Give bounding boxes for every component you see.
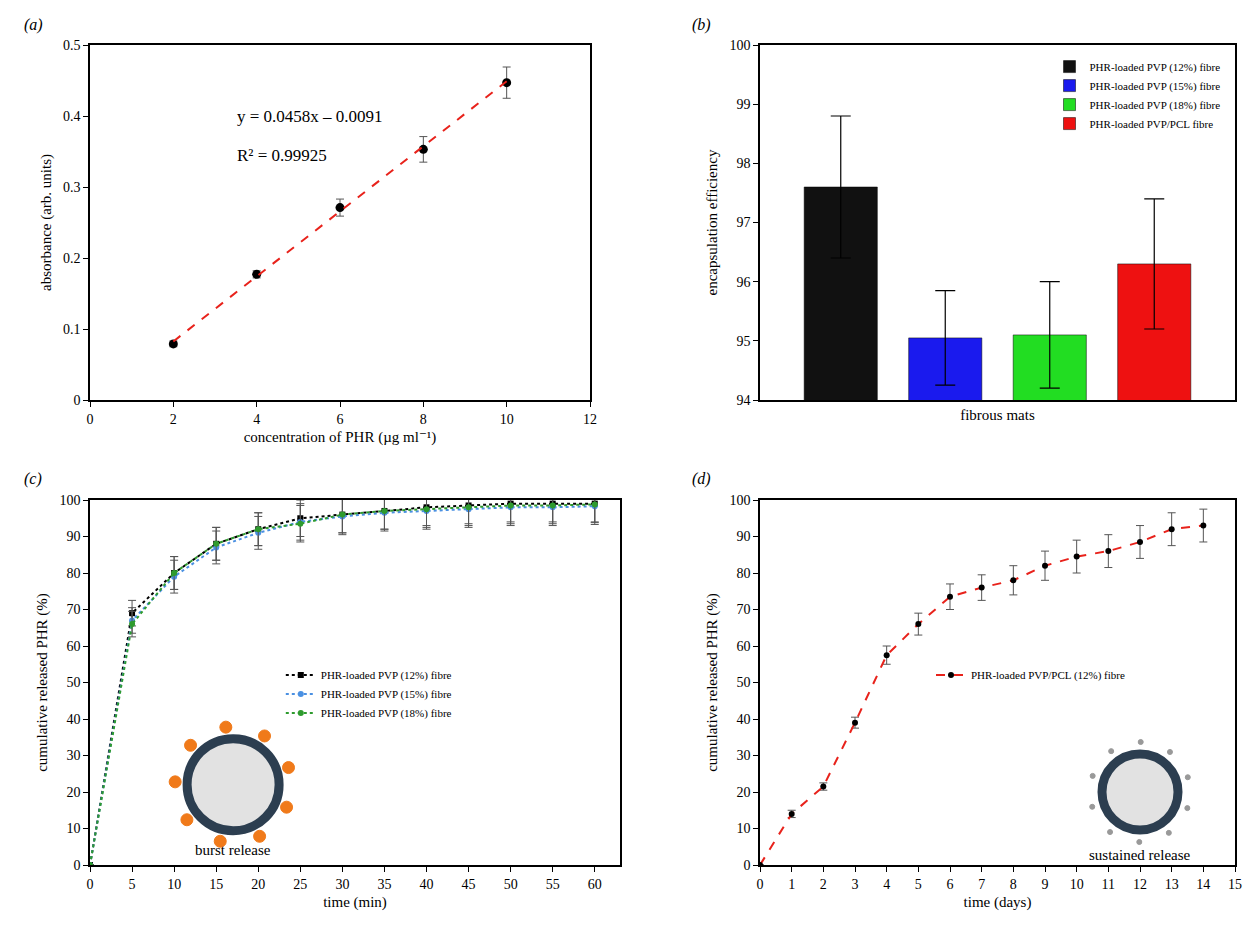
svg-text:14: 14: [1196, 877, 1210, 892]
svg-text:cumulative released PHR (%): cumulative released PHR (%): [704, 593, 721, 772]
svg-text:50: 50: [504, 877, 518, 892]
svg-text:time (days): time (days): [964, 894, 1032, 911]
svg-text:1: 1: [788, 877, 795, 892]
svg-text:30: 30: [66, 748, 80, 763]
svg-text:0: 0: [743, 858, 750, 873]
svg-text:2: 2: [170, 412, 177, 427]
svg-text:60: 60: [588, 877, 602, 892]
svg-text:98: 98: [736, 156, 750, 171]
svg-text:12: 12: [1133, 877, 1147, 892]
svg-text:10: 10: [500, 412, 514, 427]
svg-text:15: 15: [209, 877, 223, 892]
svg-text:PHR-loaded PVP/PCL (12%) fibre: PHR-loaded PVP/PCL (12%) fibre: [971, 669, 1125, 682]
svg-text:PHR-loaded PVP (15%) fibre: PHR-loaded PVP (15%) fibre: [321, 688, 452, 701]
svg-text:0.5: 0.5: [63, 38, 81, 53]
svg-text:40: 40: [736, 712, 750, 727]
svg-text:25: 25: [293, 877, 307, 892]
svg-text:5: 5: [129, 877, 136, 892]
svg-text:encapsulation efficiency: encapsulation efficiency: [704, 149, 720, 295]
svg-text:time (min): time (min): [323, 894, 387, 911]
svg-text:100: 100: [729, 38, 750, 53]
svg-text:10: 10: [167, 877, 181, 892]
svg-text:10: 10: [736, 821, 750, 836]
svg-text:(d): (d): [692, 470, 711, 488]
svg-text:0.3: 0.3: [63, 180, 81, 195]
svg-text:PHR-loaded PVP (18%) fibre: PHR-loaded PVP (18%) fibre: [321, 707, 452, 720]
svg-text:55: 55: [546, 877, 560, 892]
svg-text:40: 40: [420, 877, 434, 892]
svg-text:PHR-loaded PVP (12%) fibre: PHR-loaded PVP (12%) fibre: [1090, 61, 1221, 74]
svg-text:96: 96: [736, 275, 750, 290]
svg-text:PHR-loaded PVP (12%) fibre: PHR-loaded PVP (12%) fibre: [321, 669, 452, 682]
svg-text:94: 94: [736, 393, 750, 408]
svg-text:45: 45: [462, 877, 476, 892]
svg-text:4: 4: [253, 412, 260, 427]
svg-text:80: 80: [66, 566, 80, 581]
svg-text:(c): (c): [24, 470, 42, 488]
svg-text:0: 0: [87, 412, 94, 427]
svg-text:35: 35: [377, 877, 391, 892]
svg-text:8: 8: [420, 412, 427, 427]
svg-text:cumulative released PHR (%): cumulative released PHR (%): [34, 593, 51, 772]
svg-text:40: 40: [66, 712, 80, 727]
svg-text:2: 2: [820, 877, 827, 892]
svg-text:70: 70: [736, 602, 750, 617]
svg-text:R² = 0.99925: R² = 0.99925: [237, 146, 327, 165]
svg-text:PHR-loaded PVP (15%) fibre: PHR-loaded PVP (15%) fibre: [1090, 80, 1221, 93]
svg-text:3: 3: [852, 877, 859, 892]
svg-text:absorbance (arb. units): absorbance (arb. units): [38, 154, 55, 291]
svg-text:0: 0: [87, 877, 94, 892]
svg-text:13: 13: [1165, 877, 1179, 892]
svg-text:15: 15: [1228, 877, 1242, 892]
svg-text:(a): (a): [24, 16, 43, 34]
svg-text:0.1: 0.1: [63, 322, 81, 337]
svg-text:y = 0.0458x – 0.0091: y = 0.0458x – 0.0091: [237, 107, 383, 126]
svg-text:5: 5: [915, 877, 922, 892]
svg-text:70: 70: [66, 602, 80, 617]
svg-text:60: 60: [66, 639, 80, 654]
svg-text:6: 6: [337, 412, 344, 427]
svg-text:0.2: 0.2: [63, 251, 81, 266]
svg-text:90: 90: [66, 529, 80, 544]
svg-text:fibrous mats: fibrous mats: [960, 407, 1035, 423]
svg-text:6: 6: [947, 877, 954, 892]
svg-text:concentration of PHR (µg ml⁻¹): concentration of PHR (µg ml⁻¹): [244, 429, 437, 446]
svg-text:0: 0: [73, 393, 80, 408]
svg-text:97: 97: [736, 215, 750, 230]
svg-text:10: 10: [1070, 877, 1084, 892]
svg-text:8: 8: [1010, 877, 1017, 892]
svg-text:PHR-loaded PVP (18%) fibre: PHR-loaded PVP (18%) fibre: [1090, 99, 1221, 112]
svg-text:80: 80: [736, 566, 750, 581]
svg-text:30: 30: [736, 748, 750, 763]
svg-text:(b): (b): [692, 16, 711, 34]
svg-text:100: 100: [729, 493, 750, 508]
svg-text:4: 4: [883, 877, 890, 892]
svg-text:0: 0: [73, 858, 80, 873]
svg-text:12: 12: [583, 412, 597, 427]
svg-text:20: 20: [736, 785, 750, 800]
svg-text:20: 20: [66, 785, 80, 800]
svg-text:sustained release: sustained release: [1089, 847, 1191, 863]
svg-text:10: 10: [66, 821, 80, 836]
svg-text:20: 20: [251, 877, 265, 892]
svg-text:9: 9: [1042, 877, 1049, 892]
svg-text:burst release: burst release: [195, 842, 271, 858]
svg-text:0.4: 0.4: [63, 109, 81, 124]
svg-text:50: 50: [736, 675, 750, 690]
svg-text:11: 11: [1102, 877, 1115, 892]
svg-text:30: 30: [335, 877, 349, 892]
svg-text:50: 50: [66, 675, 80, 690]
svg-text:0: 0: [757, 877, 764, 892]
svg-text:90: 90: [736, 529, 750, 544]
svg-text:95: 95: [736, 334, 750, 349]
svg-text:7: 7: [978, 877, 985, 892]
svg-text:100: 100: [59, 493, 80, 508]
svg-text:PHR-loaded PVP/PCL fibre: PHR-loaded PVP/PCL fibre: [1090, 118, 1214, 130]
svg-text:99: 99: [736, 97, 750, 112]
svg-text:60: 60: [736, 639, 750, 654]
